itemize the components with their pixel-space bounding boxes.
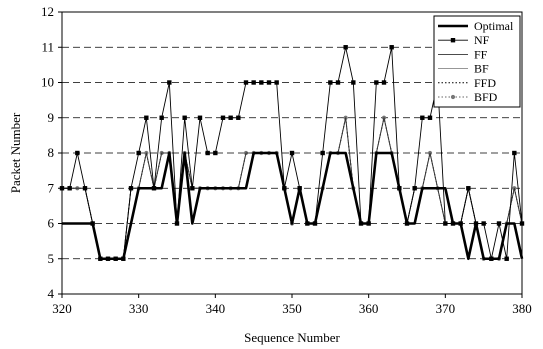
point-nf [128, 186, 134, 191]
x-axis-title: Sequence Number [244, 330, 340, 345]
point-nf [251, 80, 256, 85]
point-nf [496, 221, 502, 226]
point-nf [335, 80, 341, 85]
ticks: 4 5 6 7 8 9 10 11 12 320 330 340 350 360 370 380 [41, 4, 532, 316]
point-nf [320, 150, 325, 156]
y-tick-label: 5 [48, 251, 55, 266]
point-nf [512, 150, 517, 156]
point-nf [228, 115, 233, 120]
x-tick-label: 380 [512, 301, 532, 316]
legend-marker-bfd [450, 94, 456, 100]
point-nf [144, 115, 149, 120]
point-nf [443, 221, 448, 226]
legend-label-bf: BF [474, 62, 489, 76]
point-nf [427, 115, 433, 120]
point-nf [466, 186, 471, 191]
y-tick-label: 8 [48, 145, 55, 160]
x-tick-label: 330 [129, 301, 149, 316]
series-line-optimal [62, 151, 524, 261]
point-nf [82, 186, 88, 191]
legend-label-optimal: Optimal [474, 19, 514, 33]
point-nf [259, 80, 264, 85]
point-nf [213, 150, 218, 156]
point-nf [243, 80, 249, 85]
point-nf [136, 150, 141, 156]
y-tick-label: 7 [48, 180, 55, 195]
legend-label-nf: NF [474, 33, 490, 47]
point-nf [182, 115, 187, 120]
y-tick-label: 11 [41, 39, 54, 54]
point-nf [504, 256, 509, 261]
point-nf [205, 150, 210, 156]
y-tick-label: 4 [48, 286, 55, 301]
legend-box [433, 15, 521, 108]
x-tick-label: 340 [206, 301, 226, 316]
x-tick-label: 370 [436, 301, 456, 316]
legend-label-ff: FF [474, 47, 488, 61]
point-nf [75, 150, 80, 156]
point-nf [190, 186, 195, 191]
legend-label-ffd: FFD [474, 76, 496, 90]
point-nf [374, 80, 379, 85]
legend-label-bfd: BFD [474, 90, 498, 104]
series-layer [59, 45, 525, 261]
point-nf [328, 80, 333, 85]
point-nf [389, 45, 394, 50]
legend-marker-nf [450, 38, 456, 43]
y-tick-label: 12 [41, 4, 54, 19]
point-nf [167, 80, 172, 85]
point-nf [274, 80, 279, 85]
point-nf [220, 115, 226, 120]
point-nf [420, 115, 425, 120]
point-nf [381, 80, 387, 85]
point-nf [67, 186, 72, 191]
point-nf [159, 115, 164, 120]
y-tick-label: 9 [48, 110, 55, 125]
point-nf [351, 80, 356, 85]
y-axis-title: Packet Number [8, 112, 23, 193]
point-nf [343, 45, 348, 50]
point-nf [481, 221, 486, 226]
x-tick-label: 350 [282, 301, 302, 316]
x-tick-label: 360 [359, 301, 379, 316]
point-nf [412, 186, 417, 191]
point-nf [289, 150, 295, 156]
x-tick-label: 320 [52, 301, 72, 316]
point-nf [266, 80, 272, 85]
y-tick-label: 6 [48, 216, 55, 231]
point-nf [236, 115, 241, 120]
point-nf [197, 115, 203, 120]
y-tick-label: 10 [41, 75, 54, 90]
